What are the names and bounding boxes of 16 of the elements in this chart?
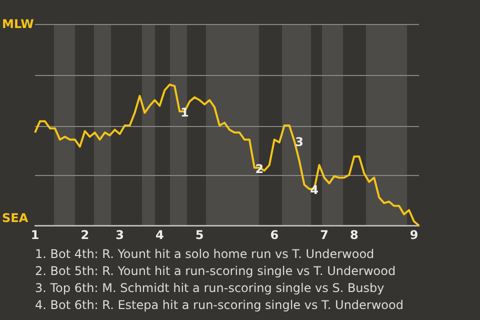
text: 2. Bot 5th: R. Yount hit a run-scoring single vs T. Underwood	[35, 263, 397, 280]
annotation: 3	[295, 135, 304, 150]
text: SEA	[2, 210, 28, 225]
x-tick-label: 3	[116, 228, 124, 242]
x-tick-label: 4	[155, 228, 164, 242]
x-tick-label: 1	[30, 228, 40, 242]
x-tick-label: 7	[320, 228, 328, 242]
text: MLW	[2, 17, 34, 31]
text: 1. Bot 4th: R. Yount hit a solo home run vs T. Underwood	[35, 246, 376, 263]
text: 3. Top 6th: M. Schmidt hit a run-scoring single vs S. Busby	[35, 280, 386, 297]
x-tick-label: 5	[195, 228, 204, 242]
x-tick-label: 2	[80, 228, 90, 242]
text: 4. Bot 6th: R. Estepa hit a run-scoring single vs T. Underwood	[35, 297, 404, 314]
x-tick-label: 6	[270, 228, 279, 242]
x-tick-label: 8	[350, 228, 358, 242]
x-tick-label: 9	[410, 228, 418, 242]
